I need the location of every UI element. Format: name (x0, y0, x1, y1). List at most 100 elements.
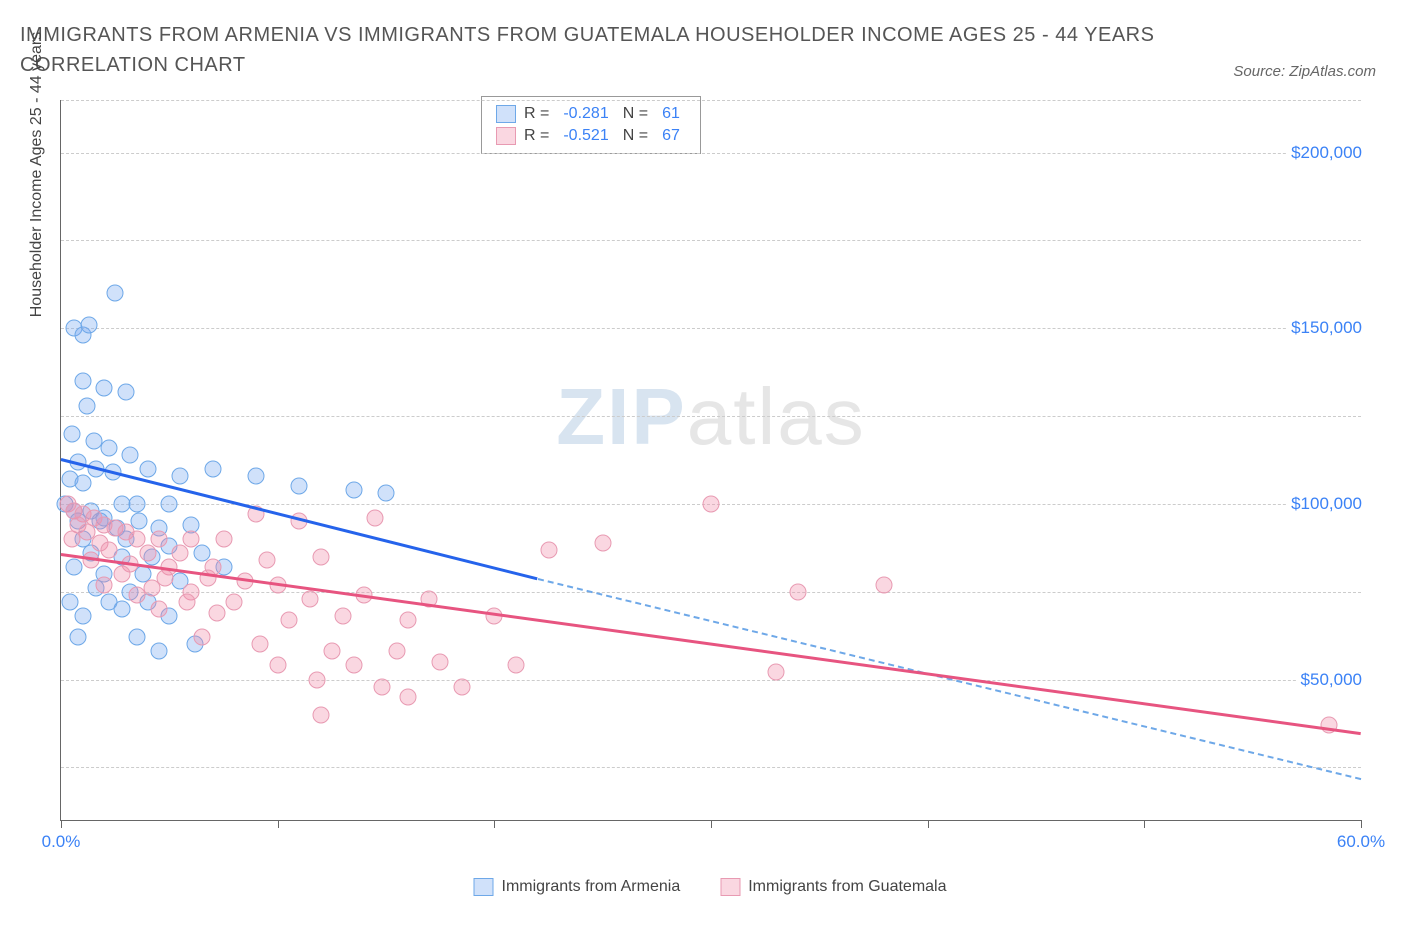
stat-r-label: R = (524, 105, 549, 123)
x-tick-label: 0.0% (42, 832, 81, 852)
source-attribution: Source: ZipAtlas.com (1233, 63, 1376, 80)
stat-swatch (496, 105, 516, 123)
x-tick (711, 820, 712, 828)
scatter-point (226, 594, 243, 611)
scatter-point (74, 474, 91, 491)
scatter-point (74, 372, 91, 389)
scatter-point (100, 541, 117, 558)
scatter-point (122, 446, 139, 463)
scatter-point (308, 671, 325, 688)
gridline-h-minor (61, 767, 1361, 768)
scatter-point (70, 629, 87, 646)
scatter-point (144, 580, 161, 597)
stat-legend-box: R = -0.281 N = 61 R = -0.521 N = 67 (481, 96, 701, 154)
scatter-point (280, 611, 297, 628)
scatter-point (139, 545, 156, 562)
scatter-point (204, 460, 221, 477)
scatter-point (508, 657, 525, 674)
stat-r-label: R = (524, 127, 549, 145)
scatter-point (269, 657, 286, 674)
scatter-point (66, 559, 83, 576)
y-tick-label: $200,000 (1287, 143, 1366, 163)
scatter-point (399, 611, 416, 628)
x-tick (494, 820, 495, 828)
scatter-point (313, 548, 330, 565)
chart-title: IMMIGRANTS FROM ARMENIA VS IMMIGRANTS FR… (20, 20, 1170, 80)
scatter-point (789, 583, 806, 600)
scatter-point (128, 495, 145, 512)
scatter-point (252, 636, 269, 653)
scatter-point (323, 643, 340, 660)
scatter-point (768, 664, 785, 681)
scatter-point (172, 545, 189, 562)
scatter-point (79, 397, 96, 414)
x-tick (61, 820, 62, 828)
scatter-point (150, 601, 167, 618)
scatter-point (345, 657, 362, 674)
scatter-point (178, 594, 195, 611)
scatter-point (453, 678, 470, 695)
stat-row: R = -0.521 N = 67 (496, 125, 686, 147)
scatter-point (209, 604, 226, 621)
header: IMMIGRANTS FROM ARMENIA VS IMMIGRANTS FR… (0, 0, 1406, 80)
gridline-h (61, 153, 1361, 154)
scatter-point (96, 380, 113, 397)
scatter-point (432, 653, 449, 670)
stat-swatch (496, 127, 516, 145)
stat-r-value: -0.281 (563, 105, 608, 123)
x-tick (1361, 820, 1362, 828)
scatter-point (193, 629, 210, 646)
scatter-point (594, 534, 611, 551)
x-tick (278, 820, 279, 828)
stat-n-value: 67 (662, 127, 680, 145)
scatter-point (172, 467, 189, 484)
stat-n-value: 61 (662, 105, 680, 123)
gridline-h-minor (61, 592, 1361, 593)
scatter-point (113, 566, 130, 583)
scatter-point (81, 316, 98, 333)
stat-n-label: N = (623, 105, 648, 123)
y-axis-title: Householder Income Ages 25 - 44 years (28, 32, 46, 318)
stat-row: R = -0.281 N = 61 (496, 103, 686, 125)
scatter-point (118, 383, 135, 400)
scatter-point (248, 467, 265, 484)
x-tick (1144, 820, 1145, 828)
scatter-point (313, 706, 330, 723)
scatter-point (128, 629, 145, 646)
legend-swatch (474, 878, 494, 896)
scatter-point (703, 495, 720, 512)
scatter-point (113, 601, 130, 618)
scatter-point (399, 689, 416, 706)
scatter-point (367, 509, 384, 526)
stat-r-value: -0.521 (563, 127, 608, 145)
scatter-point (373, 678, 390, 695)
scatter-point (150, 643, 167, 660)
scatter-point (100, 439, 117, 456)
y-tick-label: $50,000 (1297, 670, 1366, 690)
scatter-point (302, 590, 319, 607)
stat-n-label: N = (623, 127, 648, 145)
legend-swatch (720, 878, 740, 896)
scatter-point (128, 587, 145, 604)
legend-label: Immigrants from Guatemala (748, 878, 946, 896)
scatter-point (334, 608, 351, 625)
scatter-point (74, 608, 91, 625)
gridline-h (61, 680, 1361, 681)
scatter-point (378, 485, 395, 502)
scatter-point (139, 460, 156, 477)
gridline-h-top (61, 100, 1361, 101)
scatter-point (63, 425, 80, 442)
scatter-point (388, 643, 405, 660)
gridline-h (61, 328, 1361, 329)
x-tick-label: 60.0% (1337, 832, 1385, 852)
scatter-point (107, 285, 124, 302)
legend-label: Immigrants from Armenia (502, 878, 681, 896)
scatter-point (345, 481, 362, 498)
scatter-point (215, 531, 232, 548)
legend: Immigrants from Armenia Immigrants from G… (474, 878, 947, 896)
gridline-h-minor (61, 416, 1361, 417)
scatter-point (258, 552, 275, 569)
scatter-point (161, 495, 178, 512)
scatter-point (61, 594, 78, 611)
legend-item: Immigrants from Armenia (474, 878, 681, 896)
